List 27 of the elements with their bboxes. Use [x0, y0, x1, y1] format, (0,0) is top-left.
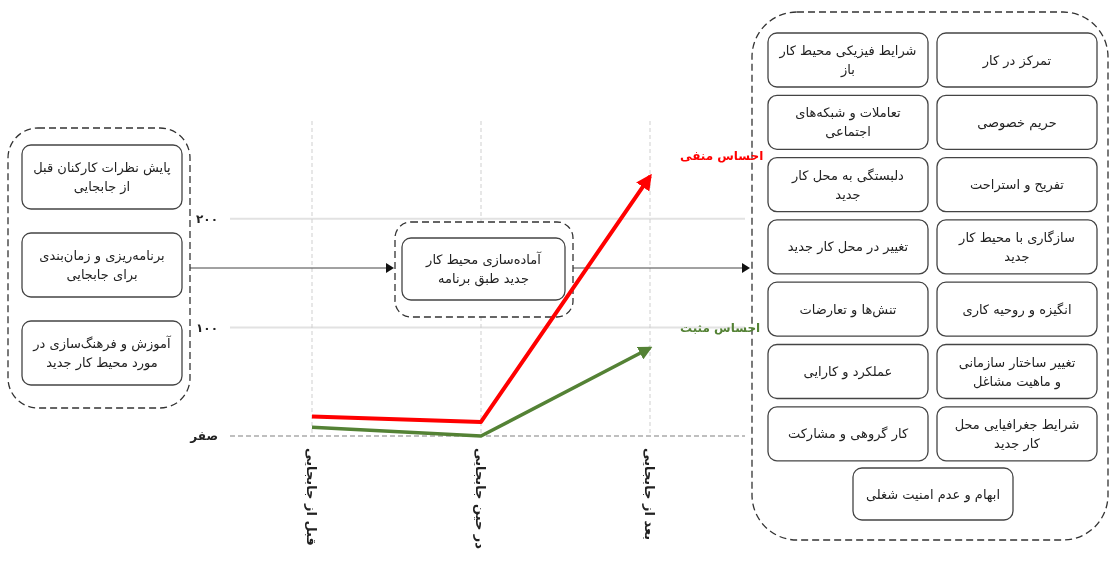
x-tick-label: بعد از جابجایی [642, 448, 658, 541]
text: ابهام و عدم امنیت شغلی [865, 486, 1001, 503]
text: تفریح و استراحت [970, 177, 1065, 194]
text: تعاملات و شبکه‌های اجتماعی [795, 105, 902, 140]
text: احساس مثبت [680, 321, 761, 336]
text: تنش‌ها و تعارضات [799, 301, 897, 318]
text: آموزش و فرهنگ‌سازی در مورد محیط کار جدید [32, 335, 173, 372]
y-tick-label: صفر [189, 429, 218, 444]
text: تمرکز در کار [981, 52, 1052, 69]
text: شرایط جغرافیایی محل کار جدید [954, 416, 1080, 452]
text: عملکرد و کارایی [803, 364, 893, 381]
text: برنامه‌ریزی و زمان‌بندی برای جابجایی [39, 248, 165, 284]
text: پایش نظرات کارکنان قبل از جابجایی [33, 160, 172, 196]
y-tick-label: ۱۰۰ [196, 320, 218, 335]
text: احساس منفی [680, 149, 764, 164]
text: تغییر ساختار سازمانی و ماهیت مشاغل [958, 354, 1076, 390]
text: دلبستگی به محل کار جدید [791, 167, 905, 202]
text: انگیزه و روحیه کاری [962, 301, 1072, 318]
text: شرایط فیزیکی محیط کار باز [778, 43, 917, 79]
text: کار گروهی و مشارکت [787, 426, 909, 443]
y-tick-label: ۲۰۰ [196, 211, 218, 226]
text: حریم خصوصی [977, 114, 1057, 131]
annotation: آماده‌سازی محیط کار جدید طبق برنامه [425, 251, 543, 288]
text: تغییر در محل کار جدید [787, 239, 909, 256]
x-tick-label: قبل از جابجایی [304, 448, 320, 546]
x-tick-label: در حین جابجایی [473, 448, 489, 550]
text: سازگاری با محیط کار جدید [958, 229, 1075, 264]
